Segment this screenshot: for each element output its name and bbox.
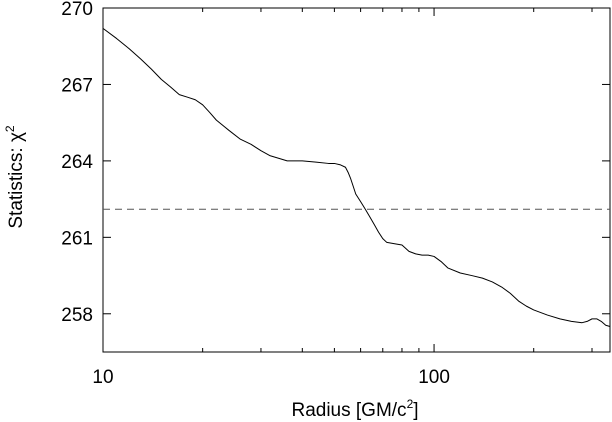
plot-area-frame — [102, 7, 611, 353]
chi-square-series-line — [102, 27, 611, 327]
y-axis-title: Statistics: χ2 — [3, 125, 27, 229]
y-tick-label: 264 — [61, 152, 93, 173]
y-tick-label: 258 — [61, 305, 93, 326]
y-tick-label: 267 — [61, 75, 93, 96]
y-tick-label: 270 — [61, 0, 93, 20]
x-tick-label: 100 — [418, 367, 450, 388]
x-tick-label: 10 — [92, 367, 113, 388]
x-axis-title: Radius [GM/c2] — [291, 397, 418, 421]
y-tick-label: 261 — [61, 228, 93, 249]
